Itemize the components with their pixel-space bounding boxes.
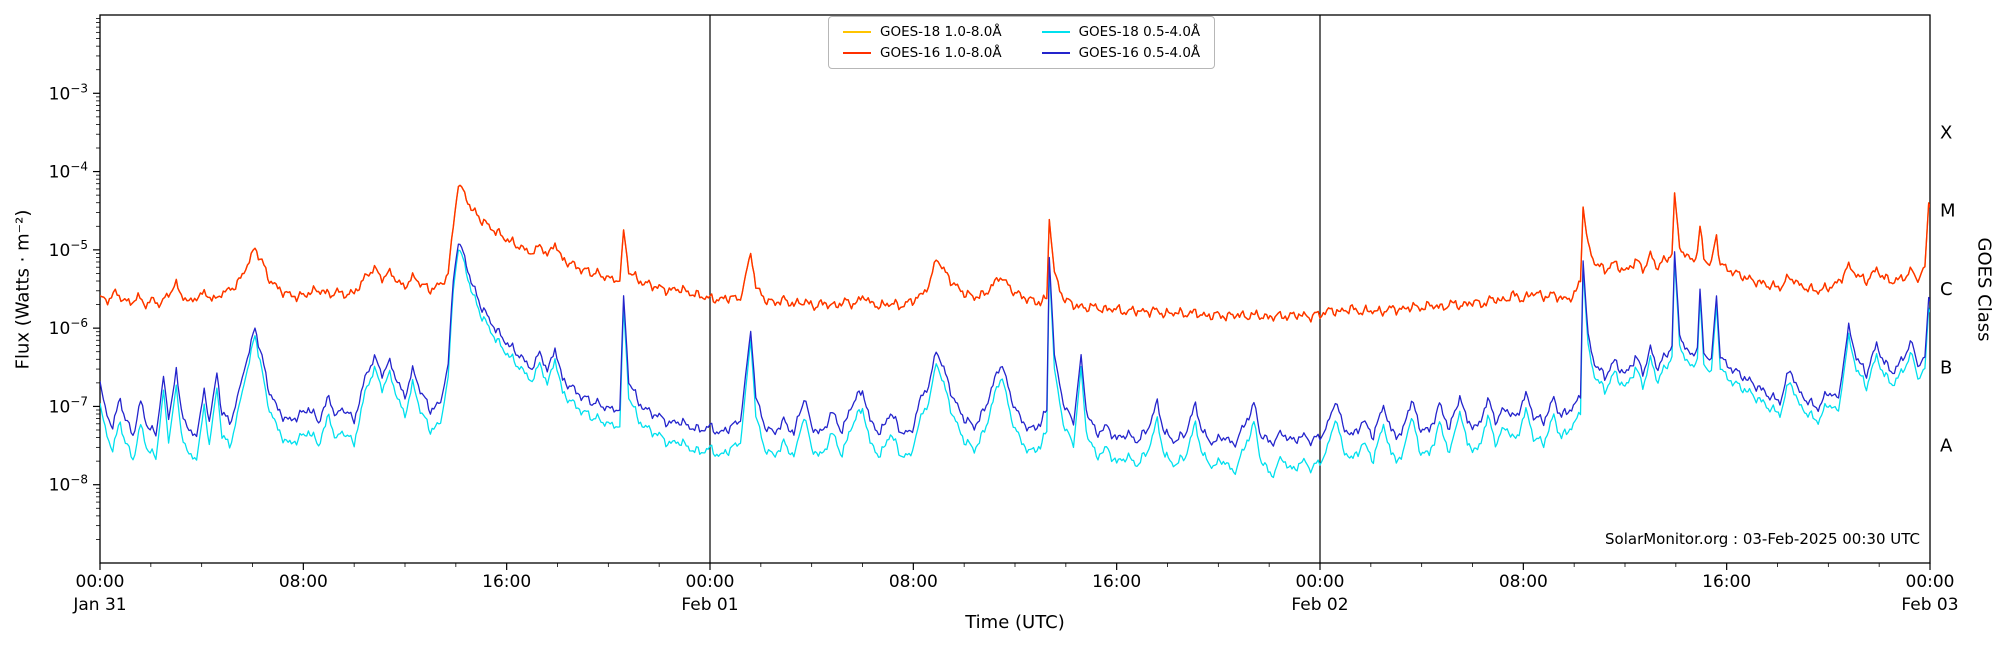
legend-item-goes-18-long: GOES-18 1.0-8.0Å [843,24,1002,40]
legend-label: GOES-18 1.0-8.0Å [880,24,1002,40]
x-tick-label: 08:00 [279,572,328,592]
legend-label: GOES-16 1.0-8.0Å [880,45,1002,61]
source-timestamp-annotation: SolarMonitor.org : 03-Feb-2025 00:30 UTC [1605,530,1920,548]
legend-line-swatch [1041,30,1070,34]
legend-item-goes-18-short: GOES-18 0.5-4.0Å [1041,24,1201,40]
y-tick-label: 10−5 [49,238,88,261]
y-tick-label: 10−7 [49,394,88,417]
series-goes-18-0-5-4-0 [100,249,1930,479]
x-tick-label: 00:00 [1296,572,1345,592]
plot-border [99,14,1931,564]
legend-line-swatch [843,30,871,34]
right-axis-label: GOES Class [1973,237,1995,342]
goes-class-letter: A [1940,436,1953,457]
date-tick-label: Feb 03 [1901,595,1958,615]
date-tick-label: Feb 02 [1291,595,1348,615]
y-axis-label: Flux (Watts · m⁻²) [12,209,34,370]
x-tick-label: 16:00 [1092,572,1141,592]
goes-class-letter: X [1940,122,1952,143]
x-tick-label: 00:00 [76,572,125,592]
y-tick-label: 10−4 [49,160,88,183]
x-tick-label: 08:00 [889,572,938,592]
y-tick-label: 10−8 [49,473,88,496]
x-tick-label: 00:00 [1906,572,1955,592]
x-tick-label: 00:00 [686,572,735,592]
series-goes-16-0-5-4-0 [100,243,1930,448]
y-tick-label: 10−3 [49,81,88,104]
legend-line-swatch [843,51,871,55]
date-tick-label: Jan 31 [72,595,126,615]
legend-label: GOES-18 0.5-4.0Å [1078,24,1201,40]
goes-class-letter: B [1940,357,1952,378]
legend-item-goes-16-short: GOES-16 0.5-4.0Å [1041,45,1201,61]
x-tick-label: 08:00 [1499,572,1548,592]
series-goes-18-1-0-8-0 [100,184,1930,323]
goes-class-letter: M [1940,201,1956,222]
legend-label: GOES-16 0.5-4.0Å [1078,45,1201,61]
legend-line-swatch [1041,51,1070,55]
y-tick-label: 10−6 [49,316,88,339]
x-tick-label: 16:00 [1702,572,1751,592]
legend-item-goes-16-long: GOES-16 1.0-8.0Å [843,45,1002,61]
goes-class-letter: C [1940,279,1953,300]
x-tick-label: 16:00 [482,572,531,592]
series-goes-16-1-0-8-0 [100,184,1930,323]
x-axis-label: Time (UTC) [965,612,1065,633]
series-group [100,184,1930,479]
date-tick-label: Feb 01 [681,595,738,615]
legend: GOES-18 1.0-8.0Å GOES-16 1.0-8.0Å GOES-1… [828,16,1216,69]
